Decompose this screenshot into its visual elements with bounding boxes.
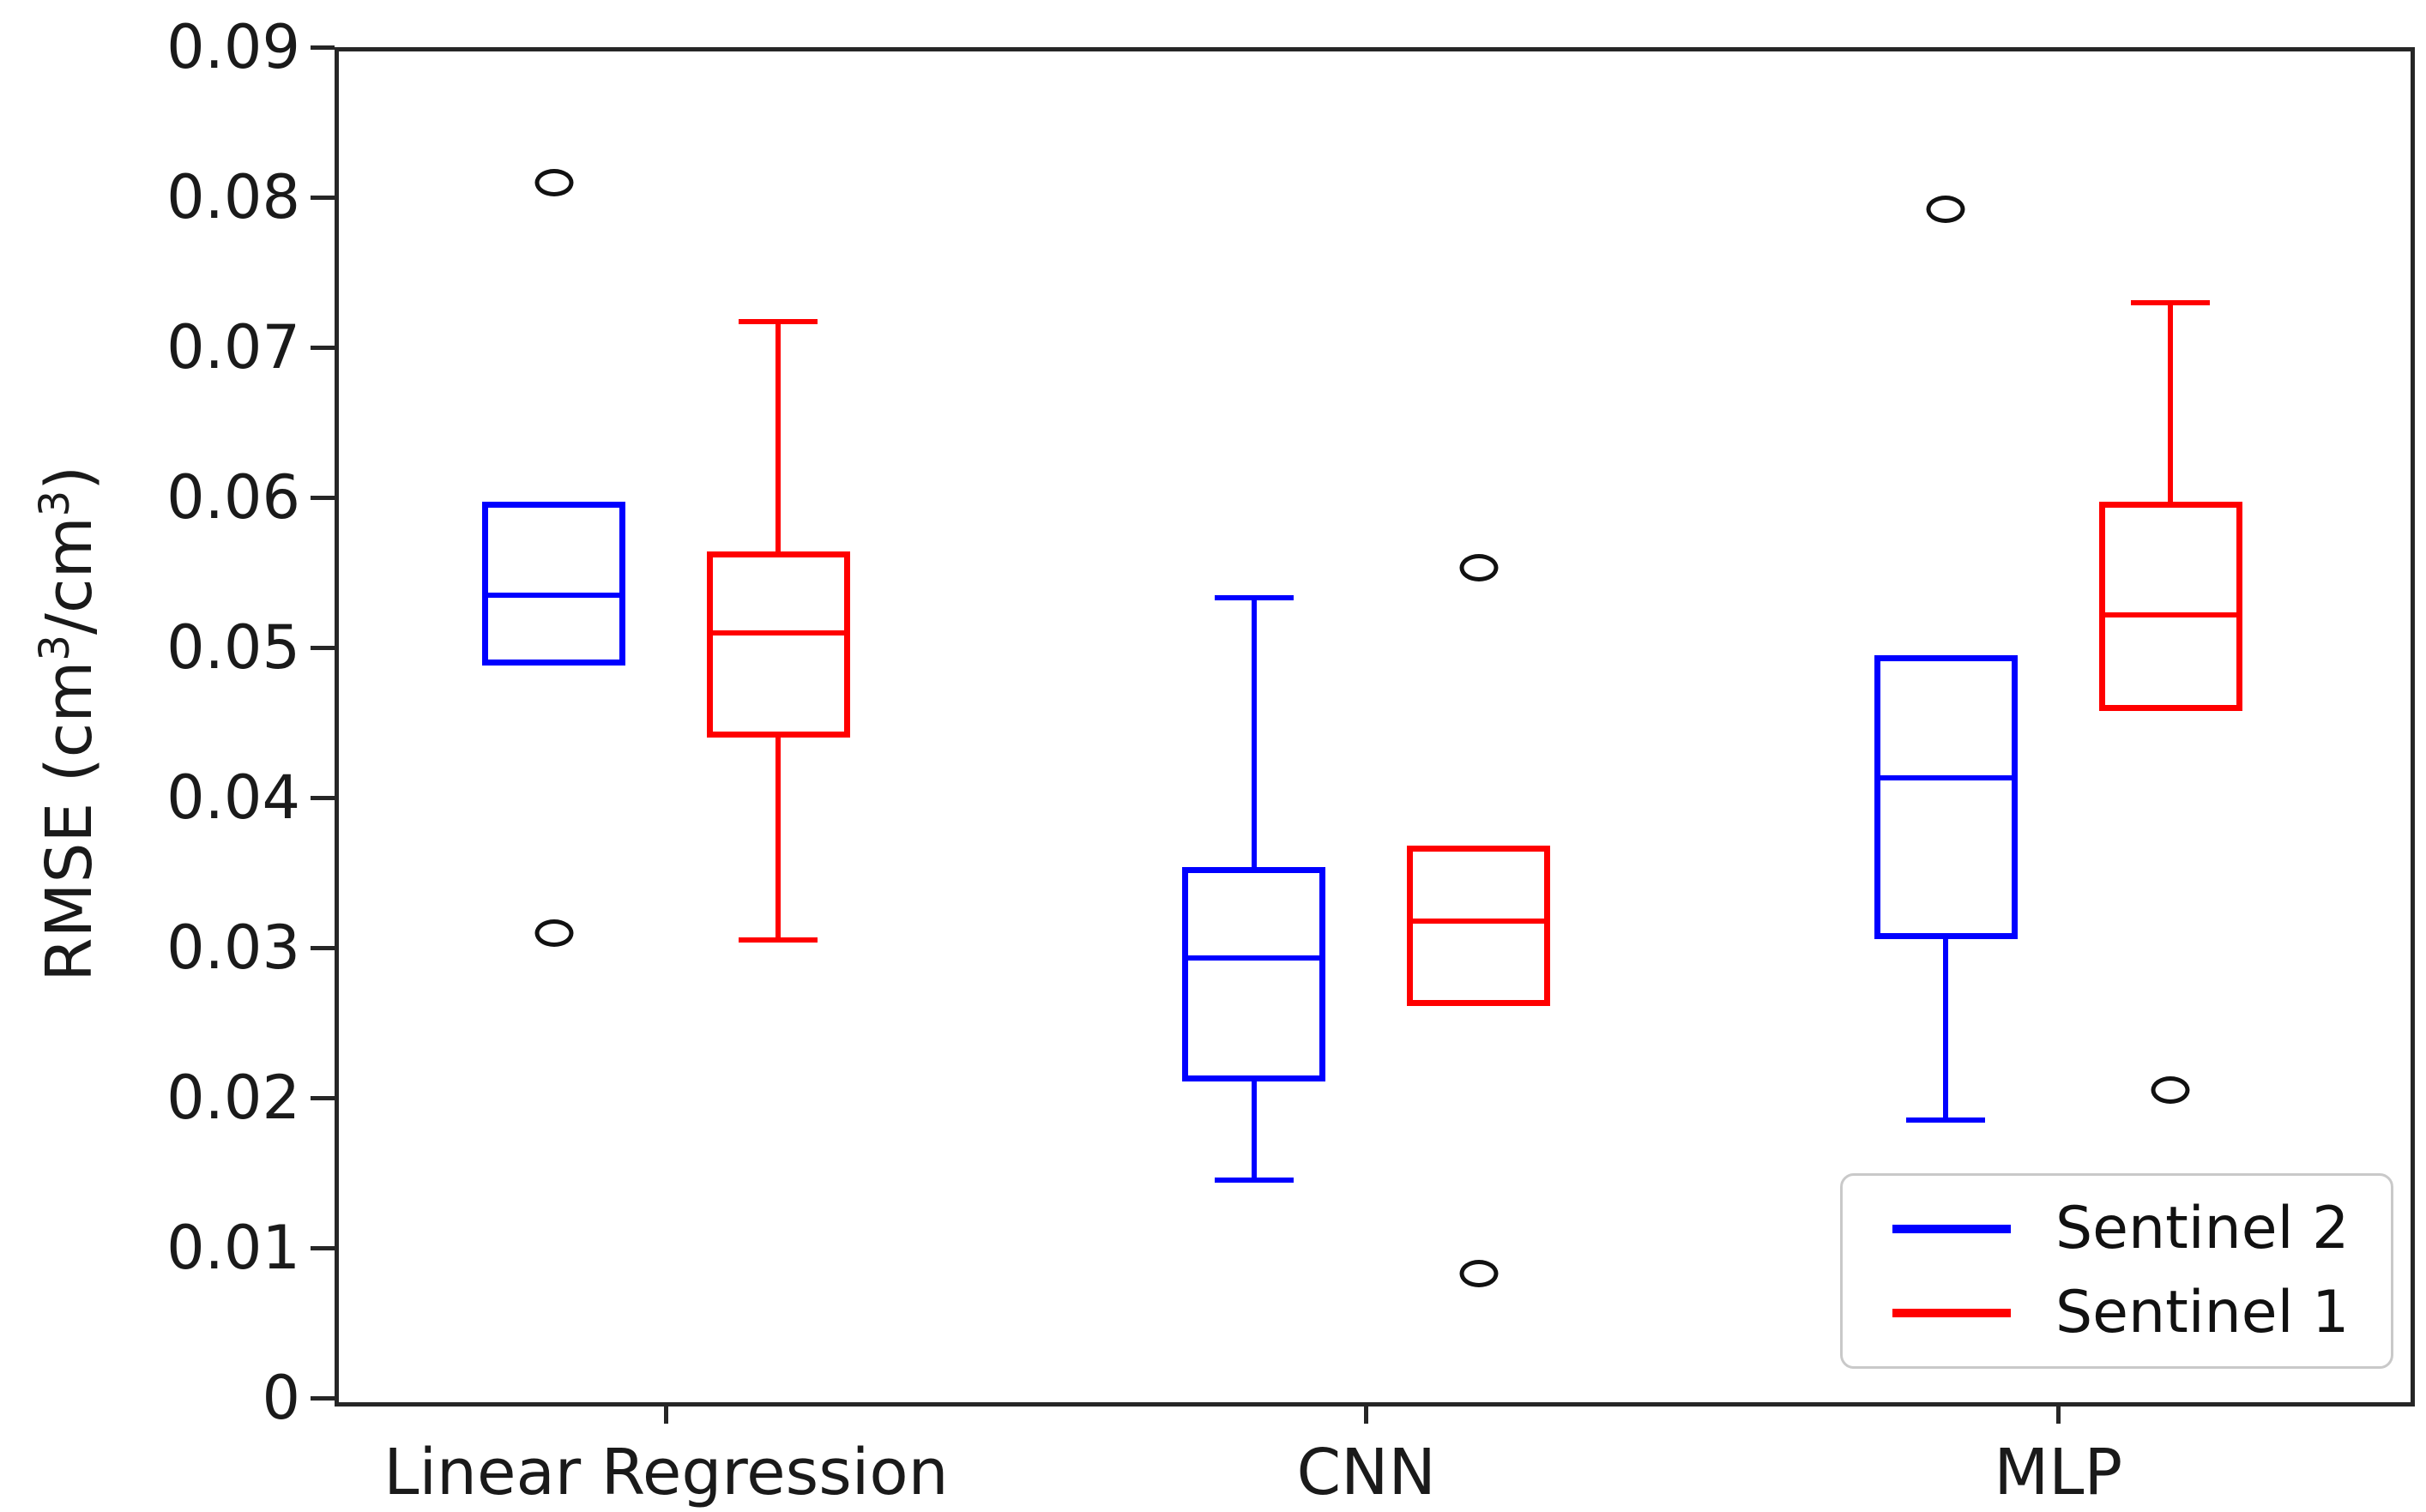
box-sentinel-2-linear-regression	[482, 502, 625, 666]
y-tick-label: 0.01	[166, 1213, 300, 1283]
whisker-stem-high-sentinel-2-cnn	[1251, 598, 1257, 870]
median-line-sentinel-1-linear-regression	[706, 629, 850, 636]
box-sentinel-1-linear-regression	[706, 551, 850, 738]
whisker-stem-low-sentinel-2-mlp	[1943, 936, 1949, 1121]
outlier-marker-sentinel-1-cnn	[1459, 554, 1499, 582]
y-tick-label: 0	[262, 1363, 300, 1433]
y-tick-mark	[311, 495, 335, 500]
whisker-stem-high-sentinel-1-linear-regression	[775, 322, 782, 555]
x-tick-mark	[663, 1402, 668, 1424]
outlier-marker-sentinel-2-linear-regression	[534, 919, 573, 947]
outlier-marker-sentinel-1-cnn	[1459, 1259, 1499, 1287]
whisker-cap-low-sentinel-2-cnn	[1214, 1178, 1294, 1184]
box-sentinel-2-mlp	[1874, 654, 2018, 939]
median-line-sentinel-2-mlp	[1874, 775, 2018, 781]
y-tick-label: 0.07	[166, 312, 300, 383]
x-category-label-mlp: MLP	[1994, 1436, 2123, 1509]
median-line-sentinel-1-mlp	[2098, 611, 2242, 617]
y-tick-mark	[311, 645, 335, 650]
legend-label-sentinel-1: Sentinel 1	[2055, 1279, 2350, 1346]
outlier-marker-sentinel-2-linear-regression	[534, 168, 573, 196]
legend-label-sentinel-2: Sentinel 2	[2055, 1195, 2350, 1262]
whisker-stem-high-sentinel-1-mlp	[2168, 302, 2174, 505]
legend-entry-sentinel-2: Sentinel 2	[1892, 1198, 2391, 1260]
x-category-label-cnn: CNN	[1296, 1436, 1436, 1509]
y-tick-mark	[311, 795, 335, 800]
y-tick-label: 0.02	[166, 1063, 300, 1133]
whisker-cap-low-sentinel-2-mlp	[1906, 1117, 1986, 1123]
y-tick-mark	[311, 1245, 335, 1250]
whisker-cap-low-sentinel-1-linear-regression	[739, 937, 818, 943]
y-tick-label: 0.04	[166, 762, 300, 833]
y-tick-label: 0.08	[166, 162, 300, 232]
y-tick-mark	[311, 945, 335, 950]
x-category-label-linear-regression: Linear Regression	[383, 1436, 949, 1509]
legend-line-sentinel-2	[1892, 1225, 2011, 1233]
whisker-cap-high-sentinel-2-cnn	[1214, 595, 1294, 601]
box-sentinel-1-cnn	[1407, 846, 1551, 1007]
box-sentinel-2-cnn	[1182, 866, 1326, 1081]
legend: Sentinel 2 Sentinel 1	[1840, 1173, 2393, 1369]
legend-line-sentinel-1	[1892, 1309, 2011, 1317]
whisker-cap-high-sentinel-1-mlp	[2131, 299, 2211, 305]
y-tick-mark	[311, 1395, 335, 1401]
x-tick-mark	[2055, 1402, 2061, 1424]
median-line-sentinel-1-cnn	[1407, 918, 1551, 924]
median-line-sentinel-2-linear-regression	[482, 592, 625, 598]
whisker-stem-low-sentinel-2-cnn	[1251, 1078, 1257, 1181]
outlier-marker-sentinel-2-mlp	[1926, 196, 1965, 223]
whisker-cap-high-sentinel-1-linear-regression	[739, 319, 818, 325]
y-tick-mark	[311, 195, 335, 200]
y-tick-label: 0.05	[166, 612, 300, 683]
y-tick-label: 0.09	[166, 12, 300, 82]
y-tick-mark	[311, 45, 335, 50]
box-sentinel-1-mlp	[2098, 502, 2242, 711]
outlier-marker-sentinel-1-mlp	[2151, 1076, 2190, 1105]
x-tick-mark	[1364, 1402, 1369, 1424]
y-tick-mark	[311, 345, 335, 350]
y-tick-label: 0.06	[166, 462, 300, 533]
y-tick-mark	[311, 1095, 335, 1100]
legend-entry-sentinel-1: Sentinel 1	[1892, 1282, 2391, 1344]
whisker-stem-low-sentinel-1-linear-regression	[775, 734, 782, 941]
median-line-sentinel-2-cnn	[1182, 955, 1326, 961]
y-tick-label: 0.03	[166, 913, 300, 983]
